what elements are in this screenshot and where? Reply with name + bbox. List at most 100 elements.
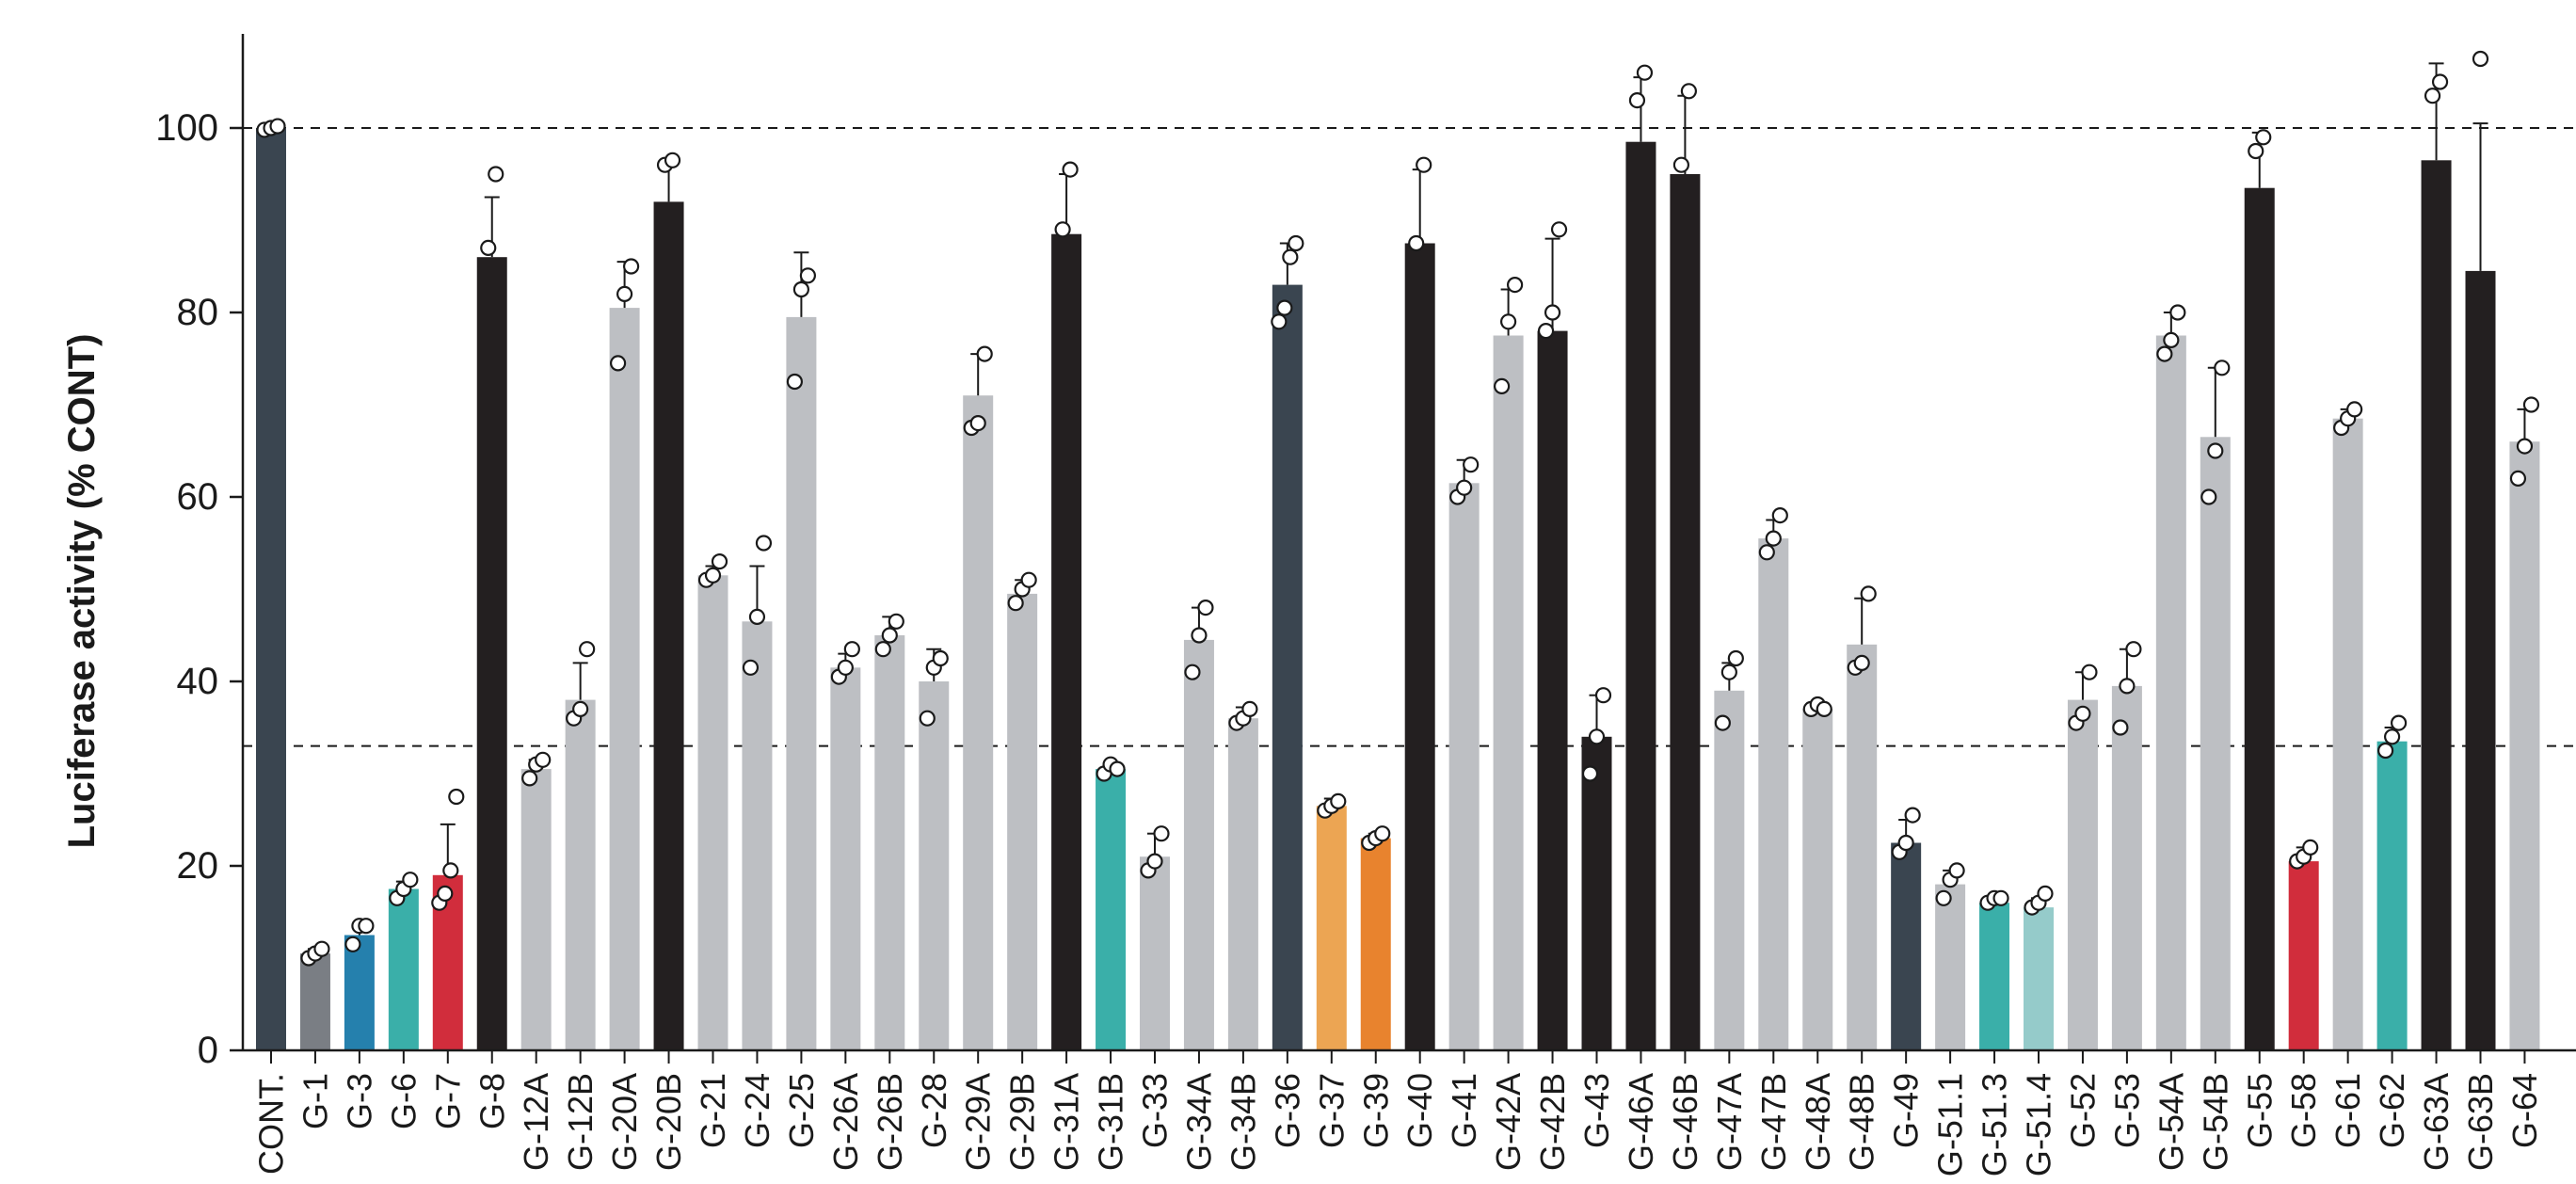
- data-point: [1020, 571, 1037, 588]
- x-tick-label: G-55: [2240, 1073, 2279, 1148]
- data-point: [358, 918, 375, 935]
- data-point: [1463, 456, 1480, 473]
- data-point: [2207, 442, 2224, 459]
- data-point: [2081, 664, 2098, 680]
- x-tick-label: G-3: [340, 1073, 378, 1129]
- bar: [1051, 233, 1082, 1050]
- data-point: [1628, 91, 1646, 109]
- x-tick-label: G-42B: [1533, 1073, 1572, 1171]
- data-point: [932, 649, 949, 667]
- data-point: [269, 118, 286, 135]
- x-tick-label: G-34B: [1224, 1073, 1262, 1171]
- x-tick-label: G-24: [738, 1073, 776, 1148]
- x-tick-label: G-7: [428, 1073, 467, 1129]
- bar: [2332, 418, 2363, 1050]
- data-point: [1153, 825, 1170, 842]
- x-tick-label: G-41: [1445, 1073, 1483, 1148]
- data-point: [881, 627, 898, 644]
- data-point: [1636, 64, 1654, 81]
- y-tick-label: 60: [177, 476, 219, 518]
- data-point: [1241, 700, 1258, 718]
- data-point: [2255, 129, 2272, 146]
- data-point: [755, 535, 773, 552]
- bar: [1714, 690, 1745, 1050]
- bar: [1935, 884, 1966, 1050]
- data-point: [748, 608, 766, 626]
- data-point: [622, 258, 640, 275]
- bar: [1802, 709, 1833, 1050]
- bar: [1448, 483, 1480, 1050]
- data-point: [1544, 304, 1561, 321]
- data-point: [609, 355, 627, 372]
- data-point: [1550, 221, 1568, 238]
- data-point: [1758, 544, 1775, 561]
- x-tick-label: G-63A: [2417, 1073, 2456, 1171]
- data-point: [1007, 595, 1024, 612]
- bar: [344, 935, 375, 1050]
- bar: [963, 395, 994, 1050]
- data-point: [572, 700, 589, 718]
- x-tick-label: G-52: [2063, 1073, 2102, 1148]
- x-tick-label: G-39: [1356, 1073, 1395, 1148]
- bar: [609, 308, 640, 1051]
- data-point: [799, 267, 817, 284]
- x-tick-label: G-54B: [2196, 1073, 2234, 1171]
- bar: [2024, 907, 2054, 1050]
- x-tick-label: G-64: [2505, 1073, 2544, 1148]
- data-point: [919, 710, 936, 727]
- x-tick-label: G-21: [694, 1073, 732, 1148]
- data-point: [2248, 142, 2264, 160]
- x-tick-label: G-28: [915, 1073, 953, 1148]
- bar: [2200, 437, 2231, 1050]
- y-tick-label: 0: [198, 1030, 218, 1071]
- data-point: [1897, 834, 1914, 852]
- x-tick-label: G-36: [1268, 1073, 1306, 1148]
- bar: [1581, 736, 1612, 1050]
- data-point: [976, 345, 993, 362]
- data-point: [1853, 654, 1870, 672]
- x-tick-label: G-47A: [1710, 1073, 1749, 1171]
- data-point: [2037, 885, 2054, 903]
- data-point: [1276, 299, 1293, 316]
- data-point: [1191, 627, 1208, 644]
- bar: [2111, 685, 2142, 1050]
- bar: [1007, 593, 1038, 1050]
- data-point: [786, 373, 804, 391]
- data-point: [344, 936, 361, 952]
- bar: [2465, 270, 2496, 1050]
- x-tick-label: G-51.1: [1931, 1073, 1970, 1176]
- x-tick-label: G-47B: [1754, 1073, 1793, 1171]
- bar: [1360, 838, 1391, 1050]
- data-point: [2112, 719, 2129, 736]
- x-tick-label: G-26A: [826, 1073, 865, 1171]
- data-point: [2200, 488, 2217, 505]
- data-point: [2119, 678, 2136, 695]
- data-point: [1935, 889, 1952, 906]
- data-point: [2346, 401, 2363, 418]
- data-point: [711, 552, 728, 570]
- data-point: [1948, 862, 1965, 879]
- data-point: [1904, 807, 1921, 824]
- data-point: [1588, 728, 1606, 745]
- bar: [2288, 861, 2319, 1050]
- x-tick-label: G-31B: [1092, 1073, 1130, 1171]
- data-point: [2377, 742, 2394, 760]
- bar: [2509, 441, 2540, 1050]
- data-point: [1146, 853, 1163, 870]
- bar: [2421, 160, 2452, 1051]
- data-point: [1330, 792, 1347, 810]
- x-tick-label: G-25: [782, 1073, 821, 1148]
- data-point: [1537, 323, 1555, 340]
- data-point: [2156, 345, 2173, 362]
- data-point: [2516, 438, 2534, 455]
- bar: [520, 769, 552, 1050]
- x-tick-label: G-40: [1400, 1073, 1439, 1148]
- data-point: [1594, 687, 1612, 704]
- bar: [2155, 335, 2186, 1050]
- data-point: [1416, 156, 1432, 173]
- data-point: [969, 415, 986, 432]
- data-point: [480, 239, 497, 256]
- bar: [1847, 644, 1878, 1050]
- x-tick-label: G-61: [2328, 1073, 2367, 1148]
